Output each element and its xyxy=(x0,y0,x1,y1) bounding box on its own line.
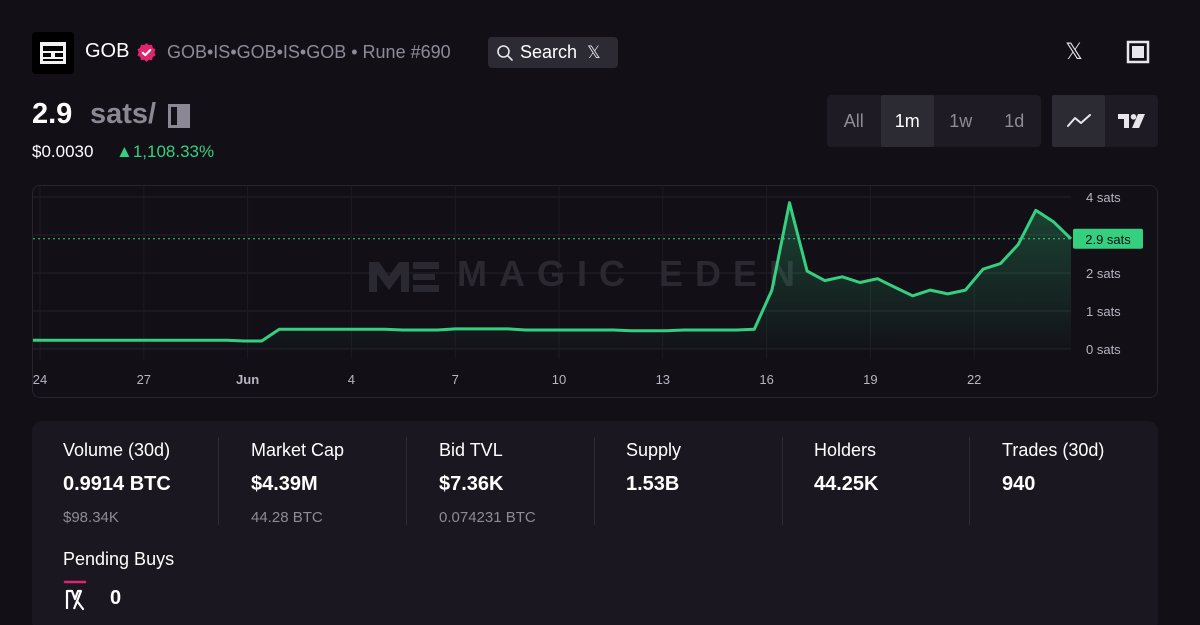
stat-supply: Supply 1.53B xyxy=(626,437,814,529)
tab-1w[interactable]: 1w xyxy=(949,110,973,131)
stat-holders: Holders 44.25K xyxy=(814,437,1002,529)
rune-unit-icon xyxy=(168,104,190,128)
stat-bid-tvl: Bid TVL $7.36K 0.074231 BTC xyxy=(439,437,627,529)
search-button[interactable]: Search 𝕏 xyxy=(488,37,618,68)
price-unit: sats/ xyxy=(90,98,157,130)
stat-value: $4.39M xyxy=(251,473,318,495)
search-icon xyxy=(497,44,513,61)
stat-divider xyxy=(594,437,595,525)
y-tick-label: 0 sats xyxy=(1086,342,1121,357)
y-tick-label: 1 sats xyxy=(1086,304,1121,319)
token-name: GOB xyxy=(85,40,130,62)
x-tick-label: 27 xyxy=(137,372,151,387)
series-area xyxy=(33,202,1071,349)
search-label: Search xyxy=(520,42,578,62)
stat-label: Trades (30d) xyxy=(1002,440,1105,460)
current-price-tag xyxy=(1073,228,1143,249)
stat-value: 1.53B xyxy=(626,473,680,495)
document-icon[interactable] xyxy=(1126,40,1150,64)
x-tick-label: 19 xyxy=(863,372,877,387)
stat-divider xyxy=(218,437,219,525)
stat-market-cap: Market Cap $4.39M 44.28 BTC xyxy=(251,437,439,529)
stat-volume: Volume (30d) 0.9914 BTC $98.34K xyxy=(63,437,251,529)
stat-value: 0.9914 BTC xyxy=(63,473,171,495)
stat-sub: $98.34K xyxy=(63,509,119,526)
magic-eden-icon xyxy=(63,580,87,611)
magic-eden-logo xyxy=(369,262,439,292)
watermark: MAGIC EDEN xyxy=(369,253,807,294)
line-chart-icon xyxy=(1066,114,1091,127)
x-icon: 𝕏 xyxy=(587,42,601,62)
usd-price: $0.0030 xyxy=(32,142,94,161)
time-range-tabs: All 1m 1w 1d xyxy=(827,95,1041,147)
line-chart-button[interactable] xyxy=(1052,95,1105,147)
x-tick-label: 10 xyxy=(552,372,566,387)
tab-all[interactable]: All xyxy=(843,110,864,131)
tradingview-icon xyxy=(1117,114,1145,128)
pending-buys-value: 0 xyxy=(110,587,122,609)
x-tick-label: Jun xyxy=(236,372,259,387)
tradingview-button[interactable] xyxy=(1105,95,1158,147)
stat-sub: 0.074231 BTC xyxy=(439,509,536,526)
x-tick-label: 13 xyxy=(656,372,670,387)
stats-panel: Volume (30d) 0.9914 BTC $98.34K Market C… xyxy=(32,421,1158,625)
stat-label: Bid TVL xyxy=(439,440,503,460)
price-value: 2.9 xyxy=(32,98,73,130)
stat-label: Supply xyxy=(626,440,682,460)
token-logo xyxy=(32,32,74,74)
pending-buys-label: Pending Buys xyxy=(63,549,175,569)
x-tick-label: 4 xyxy=(348,372,355,387)
token-subtitle: GOB•IS•GOB•IS•GOB • Rune #690 xyxy=(167,42,451,62)
price-change: ▲1,108.33% xyxy=(116,142,215,161)
watermark-text: MAGIC EDEN xyxy=(457,253,807,294)
stat-label: Volume (30d) xyxy=(63,440,171,460)
x-tick-label: 7 xyxy=(452,372,459,387)
x-social-link-icon[interactable]: 𝕏 xyxy=(1065,39,1083,64)
stat-divider xyxy=(782,437,783,525)
stat-value: 940 xyxy=(1002,473,1036,495)
stat-label: Holders xyxy=(814,440,877,460)
tab-1d[interactable]: 1d xyxy=(1004,110,1025,131)
stat-trades: Trades (30d) 940 xyxy=(1002,437,1190,529)
stat-divider xyxy=(969,437,970,525)
series-line xyxy=(33,201,1073,343)
x-tick-label: 24 xyxy=(33,372,47,387)
stat-value: 44.25K xyxy=(814,473,879,495)
token-logo-icon xyxy=(40,42,66,64)
chart-type-toggle xyxy=(1052,95,1158,147)
tab-1m[interactable]: 1m xyxy=(880,95,934,147)
x-tick-label: 16 xyxy=(759,372,773,387)
current-price-label: 2.9 sats xyxy=(1085,232,1131,247)
x-tick-label: 22 xyxy=(967,372,981,387)
y-tick-label: 2 sats xyxy=(1086,266,1121,281)
stat-divider xyxy=(406,437,407,525)
verified-badge-icon xyxy=(137,43,156,62)
stat-sub: 44.28 BTC xyxy=(251,509,323,526)
stat-value: $7.36K xyxy=(439,473,504,495)
y-tick-label: 4 sats xyxy=(1086,190,1121,205)
stat-label: Market Cap xyxy=(251,440,345,460)
